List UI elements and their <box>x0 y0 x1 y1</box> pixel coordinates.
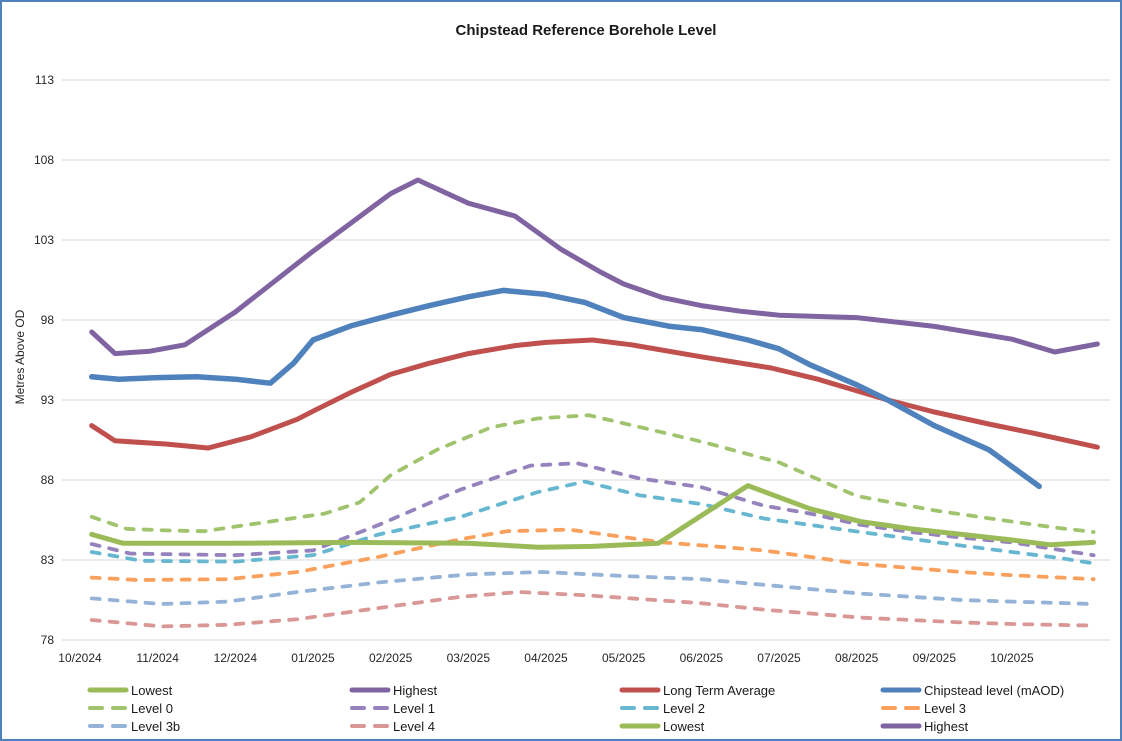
x-tick-label-12-2024: 12/2024 <box>213 651 258 665</box>
legend-label: Long Term Average <box>663 682 776 698</box>
legend-swatch-level-3 <box>881 706 921 710</box>
legend-label: Level 0 <box>131 700 173 716</box>
x-tick-label-02-2025: 02/2025 <box>368 651 413 665</box>
y-tick-label-88: 88 <box>40 473 54 487</box>
legend-label: Level 4 <box>393 718 435 734</box>
y-tick-label-93: 93 <box>40 393 54 407</box>
legend-item-highest: Highest <box>349 681 437 699</box>
x-tick-label-03-2025: 03/2025 <box>446 651 491 665</box>
legend-swatch-level-1 <box>350 706 390 710</box>
legend-item-level-3: Level 3 <box>880 699 966 717</box>
legend-item-level-1: Level 1 <box>349 699 435 717</box>
legend-swatch-level-0 <box>88 706 128 710</box>
y-tick-label-78: 78 <box>40 633 54 647</box>
legend-swatch-lowest <box>87 687 129 693</box>
legend-label: Level 3 <box>924 700 966 716</box>
legend-label: Lowest <box>131 682 173 698</box>
series-line-long-term-average <box>89 337 1100 451</box>
y-tick-label-108: 108 <box>33 153 54 167</box>
y-tick-label-113: 113 <box>34 73 54 87</box>
y-tick-label-98: 98 <box>40 313 54 327</box>
legend-label: Level 1 <box>393 700 435 716</box>
legend-swatch-level-3b <box>88 724 128 728</box>
x-tick-label-01-2025: 01/2025 <box>291 651 335 665</box>
y-tick-label-103: 103 <box>33 233 54 247</box>
legend-swatch-level-2 <box>620 706 660 710</box>
legend-swatch-highest <box>880 723 922 729</box>
legend-item-lowest-2: Lowest <box>619 717 704 735</box>
legend-label: Level 3b <box>131 718 181 734</box>
legend-item-level-2: Level 2 <box>619 699 705 717</box>
legend-item-level-4: Level 4 <box>349 717 435 735</box>
legend-item-level-3b: Level 3b <box>87 717 180 735</box>
x-tick-label-11-2024: 11/2024 <box>136 651 179 665</box>
legend-item-lowest: Lowest <box>87 681 172 699</box>
series-line-level-0 <box>89 413 1096 534</box>
legend-label: Chipstead level (mAOD) <box>924 682 1065 698</box>
legend-item-chipstead-level-maod: Chipstead level (mAOD) <box>880 681 1064 699</box>
x-tick-label-05-2025: 05/2025 <box>601 651 646 665</box>
series-line-chipstead-level-maod <box>88 287 1042 490</box>
legend-label: Highest <box>924 718 969 734</box>
x-tick-label-07-2025: 07/2025 <box>757 651 801 665</box>
series-line-level-3b <box>89 570 1096 606</box>
legend-swatch-chipstead-level-maod <box>880 687 922 693</box>
x-tick-label-10-2024: 10/2024 <box>58 651 102 665</box>
series-line-lowest <box>89 483 1097 550</box>
chart-title: Chipstead Reference Borehole Level <box>455 22 717 39</box>
x-tick-label-09-2025: 09/2025 <box>912 651 957 665</box>
series-line-level-1 <box>89 461 1096 558</box>
y-tick-label-83: 83 <box>40 553 54 567</box>
x-tick-label-08-2025: 08/2025 <box>834 651 879 665</box>
series-line-highest <box>89 177 1100 357</box>
legend-label: Highest <box>393 682 438 698</box>
series-line-level-4 <box>89 590 1096 629</box>
legend-swatch-lowest <box>619 723 661 729</box>
legend-item-long-term-average: Long Term Average <box>619 681 775 699</box>
legend-item-highest-2: Highest <box>880 717 968 735</box>
series-line-level-2 <box>89 479 1100 566</box>
x-tick-label-04-2025: 04/2025 <box>524 651 568 665</box>
legend-label: Lowest <box>663 718 705 734</box>
legend-label: Level 2 <box>663 700 705 716</box>
x-tick-label-06-2025: 06/2025 <box>679 651 724 665</box>
legend-swatch-long-term-average <box>619 687 661 693</box>
x-tick-label-10-2025: 10/2025 <box>990 651 1034 665</box>
legend-swatch-highest <box>349 687 391 693</box>
legend-item-level-0: Level 0 <box>87 699 173 717</box>
legend-swatch-level-4 <box>350 724 390 728</box>
